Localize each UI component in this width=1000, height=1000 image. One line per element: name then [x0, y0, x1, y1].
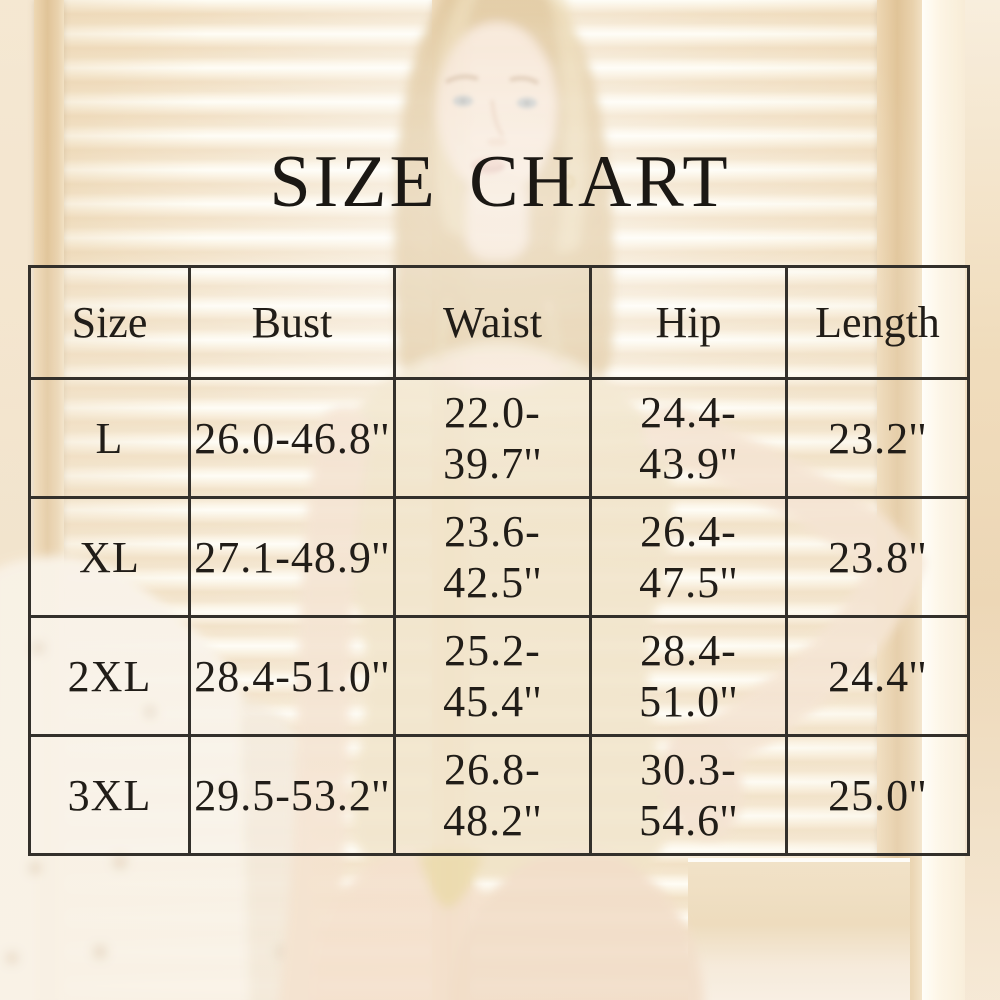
length-cell: 25.0'': [785, 734, 970, 856]
bust-cell: 29.5-53.2'': [188, 734, 396, 856]
column-header-bust: Bust: [188, 265, 396, 380]
bust-cell: 28.4-51.0'': [188, 615, 396, 737]
length-cell: 24.4'': [785, 615, 970, 737]
waist-cell: 22.0-39.7'': [393, 377, 592, 499]
size-row: 2XL 28.4-51.0'' 25.2-45.4'' 28.4-51.0'' …: [28, 615, 970, 737]
column-header-waist: Waist: [393, 265, 592, 380]
size-row: 3XL 29.5-53.2'' 26.8-48.2'' 30.3-54.6'' …: [28, 734, 970, 856]
size-row: XL 27.1-48.9'' 23.6-42.5'' 26.4-47.5'' 2…: [28, 496, 970, 618]
waist-cell: 25.2-45.4'': [393, 615, 592, 737]
bust-cell: 27.1-48.9'': [188, 496, 396, 618]
waist-cell: 26.8-48.2'': [393, 734, 592, 856]
waist-cell: 23.6-42.5'': [393, 496, 592, 618]
size-table-body: L 26.0-46.8'' 22.0-39.7'' 24.4-43.9'' 23…: [28, 377, 970, 856]
column-header-length: Length: [785, 265, 970, 380]
column-header-hip: Hip: [589, 265, 788, 380]
size-row: L 26.0-46.8'' 22.0-39.7'' 24.4-43.9'' 23…: [28, 377, 970, 499]
column-header-size: Size: [28, 265, 191, 380]
size-cell: 2XL: [28, 615, 191, 737]
length-cell: 23.2'': [785, 377, 970, 499]
bust-cell: 26.0-46.8'': [188, 377, 396, 499]
size-cell: 3XL: [28, 734, 191, 856]
hip-cell: 30.3-54.6'': [589, 734, 788, 856]
hip-cell: 28.4-51.0'': [589, 615, 788, 737]
size-chart-table: Size Bust Waist Hip Length L 26.0-46.8''…: [28, 265, 970, 856]
size-cell: XL: [28, 496, 191, 618]
page-title: SIZE CHART: [269, 141, 731, 223]
hip-cell: 26.4-47.5'': [589, 496, 788, 618]
hip-cell: 24.4-43.9'': [589, 377, 788, 499]
length-cell: 23.8'': [785, 496, 970, 618]
size-cell: L: [28, 377, 191, 499]
header-row: Size Bust Waist Hip Length: [28, 265, 970, 380]
